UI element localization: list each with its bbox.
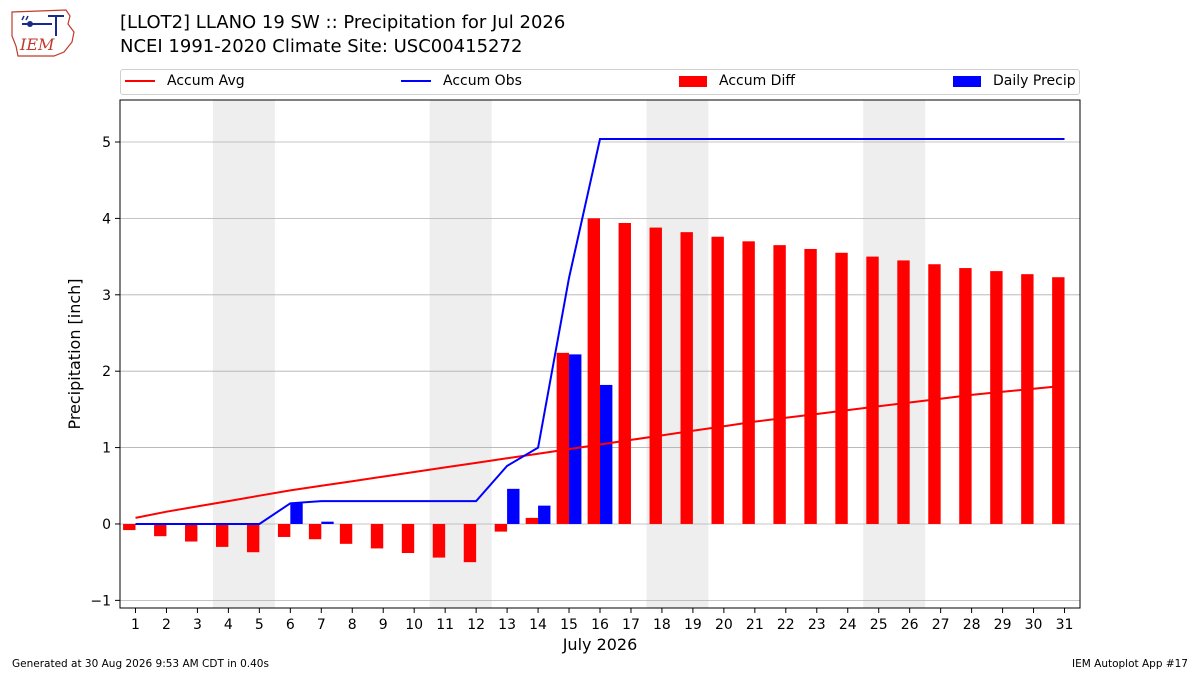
x-tick-label: 14 <box>529 617 547 633</box>
legend-item-daily-precip: Daily Precip <box>953 73 1076 89</box>
chart-subtitle: NCEI 1991-2020 Climate Site: USC00415272 <box>120 36 523 57</box>
daily-precip-bar <box>321 521 334 524</box>
y-tick-label: 4 <box>102 211 111 227</box>
accum-diff-bar <box>649 227 662 524</box>
daily-precip-bar <box>507 488 520 524</box>
daily-precip-bar <box>569 354 582 524</box>
accum-diff-bar <box>494 523 508 532</box>
legend-item-accum-obs: Accum Obs <box>401 73 522 89</box>
x-tick-label: 9 <box>379 617 388 633</box>
x-tick-label: 25 <box>870 617 888 633</box>
x-tick-label: 2 <box>162 617 171 633</box>
daily-precip-bar <box>600 384 613 524</box>
accum-diff-bar <box>804 248 817 524</box>
accum-diff-bar <box>897 260 910 524</box>
accum-diff-bar <box>680 232 693 524</box>
accum-diff-bar <box>618 222 631 524</box>
accum-diff-bar <box>835 252 848 524</box>
y-tick-label: 1 <box>102 441 111 457</box>
x-tick-label: 1 <box>131 617 140 633</box>
accum-diff-bar <box>525 517 539 524</box>
x-tick-label: 15 <box>560 617 578 633</box>
x-tick-label: 10 <box>405 617 423 633</box>
x-tick-label: 23 <box>808 617 826 633</box>
accum-diff-bar <box>866 256 879 524</box>
accum-diff-bar <box>432 523 446 558</box>
x-tick-label: 30 <box>1025 617 1043 633</box>
y-tick-label: 5 <box>102 135 111 151</box>
accum-diff-bar <box>339 523 353 544</box>
y-tick-label: 3 <box>102 288 111 304</box>
x-tick-label: 7 <box>317 617 326 633</box>
accum-diff-bar <box>370 523 384 549</box>
generated-timestamp: Generated at 30 Aug 2026 9:53 AM CDT in … <box>12 658 269 670</box>
x-tick-label: 20 <box>715 617 733 633</box>
x-tick-label: 24 <box>839 617 857 633</box>
accum-diff-bar <box>928 264 941 524</box>
accum-avg-line <box>135 384 1065 519</box>
accum-diff-bar <box>154 523 167 537</box>
x-tick-label: 11 <box>436 617 454 633</box>
weekend-band <box>429 100 492 608</box>
x-tick-label: 12 <box>467 617 485 633</box>
x-tick-label: 8 <box>348 617 357 633</box>
x-axis-label: July 2026 <box>562 635 638 654</box>
x-tick-label: 3 <box>193 617 202 633</box>
x-tick-label: 17 <box>622 617 640 633</box>
accum-diff-bar <box>123 523 136 531</box>
legend-swatch-accum-obs <box>401 80 431 82</box>
chart-title: [LLOT2] LLANO 19 SW :: Precipitation for… <box>120 12 566 33</box>
accum-obs-line <box>135 138 1065 525</box>
accum-diff-bar <box>556 352 570 524</box>
legend-label-accum-avg: Accum Avg <box>167 73 245 89</box>
y-tick-label: −1 <box>90 593 111 609</box>
accum-diff-bar <box>463 523 477 563</box>
legend-swatch-accum-avg <box>125 80 155 82</box>
legend-swatch-accum-diff <box>679 75 707 87</box>
x-tick-label: 19 <box>684 617 702 633</box>
y-tick-label: 0 <box>102 517 111 533</box>
accum-diff-bar <box>587 218 600 524</box>
x-tick-label: 13 <box>498 617 516 633</box>
legend-swatch-daily-precip <box>953 75 981 87</box>
accum-diff-bar <box>308 523 322 540</box>
legend: Accum Avg Accum Obs Accum Diff Daily Pre… <box>120 69 1080 95</box>
x-tick-label: 31 <box>1056 617 1074 633</box>
app-credit: IEM Autoplot App #17 <box>1072 658 1188 670</box>
x-tick-label: 27 <box>932 617 950 633</box>
x-tick-label: 26 <box>901 617 919 633</box>
y-axis-label: Precipitation [inch] <box>65 278 84 429</box>
accum-diff-bar <box>990 271 1003 524</box>
accum-diff-bar <box>711 236 724 524</box>
x-tick-label: 6 <box>286 617 295 633</box>
legend-item-accum-diff: Accum Diff <box>679 73 795 89</box>
accum-diff-bar <box>277 523 291 537</box>
x-tick-label: 29 <box>994 617 1012 633</box>
iem-logo: IEM <box>8 6 78 58</box>
accum-diff-bar <box>1052 277 1065 524</box>
x-tick-label: 16 <box>591 617 609 633</box>
accum-diff-bar <box>742 241 755 524</box>
x-tick-label: 21 <box>746 617 764 633</box>
legend-label-accum-diff: Accum Diff <box>719 73 796 89</box>
accum-diff-bar <box>401 523 415 553</box>
accum-diff-bar <box>185 523 198 542</box>
legend-label-accum-obs: Accum Obs <box>443 73 522 89</box>
x-tick-label: 4 <box>224 617 233 633</box>
legend-item-accum-avg: Accum Avg <box>125 73 245 89</box>
legend-label-daily-precip: Daily Precip <box>993 73 1076 89</box>
x-tick-label: 5 <box>255 617 264 633</box>
x-tick-label: 18 <box>653 617 671 633</box>
accum-diff-bar <box>216 523 229 547</box>
y-tick-label: 2 <box>102 364 111 380</box>
accum-diff-bar <box>1021 274 1034 524</box>
x-tick-label: 22 <box>777 617 795 633</box>
daily-precip-bar <box>290 503 303 524</box>
accum-diff-bar <box>246 523 260 553</box>
accum-diff-bar <box>773 245 786 524</box>
x-tick-label: 28 <box>963 617 981 633</box>
logo-text: IEM <box>19 35 55 54</box>
daily-precip-bar <box>538 505 551 524</box>
